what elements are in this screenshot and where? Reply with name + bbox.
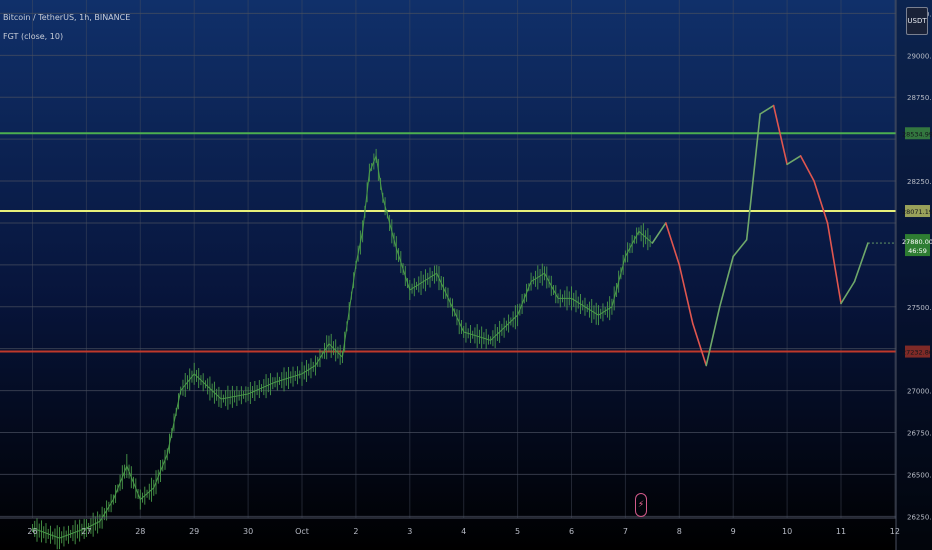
x-tick-label: 8 (677, 527, 682, 536)
last-price-value: 27880.00 (902, 238, 932, 246)
fgt-segment (840, 280, 856, 305)
y-tick-label: 27500.00 (907, 304, 932, 312)
indicator-title[interactable]: FGT (close, 10) (3, 32, 64, 41)
x-tick-label: 7 (623, 527, 628, 536)
x-tick-label: 5 (515, 527, 520, 536)
level-label-box (905, 205, 930, 218)
lightning-icon[interactable]: ⚡ (635, 493, 647, 517)
fgt-segment (759, 104, 775, 115)
x-tick-label: 27 (81, 527, 91, 536)
y-tick-label: 28250.00 (907, 178, 932, 186)
fgt-indicator (651, 104, 869, 367)
level-label: 28071.19 (902, 208, 932, 216)
fgt-segment (772, 104, 788, 166)
price-series (32, 148, 653, 550)
x-tick-label: Oct (295, 527, 309, 536)
y-tick-label: 26250.00 (907, 513, 932, 521)
x-tick-label: 10 (782, 527, 792, 536)
fgt-segment (691, 322, 708, 367)
price-line (32, 154, 653, 539)
price-axis[interactable]: 26250.00 26500.00 26750.00 27000.00 27500.00… (895, 0, 932, 550)
x-tick-label: 6 (569, 527, 574, 536)
x-tick-label: 3 (407, 527, 412, 536)
last-price-box (905, 234, 930, 257)
fgt-segment (853, 242, 869, 283)
y-tick-label: 28750.00 (907, 94, 932, 102)
x-tick-label: 28 (135, 527, 145, 536)
y-tick-label: 26750.00 (907, 430, 932, 438)
y-tick-label: 27000.00 (907, 388, 932, 396)
time-axis[interactable]: 26 27 28 29 30 Oct 2 3 4 5 6 7 8 9 10 11 12 (0, 517, 900, 536)
fgt-segment (745, 113, 761, 241)
y-tick-label: 26500.00 (907, 471, 932, 479)
fgt-segment (705, 305, 721, 367)
x-tick-label: 11 (836, 527, 846, 536)
horizontal-levels[interactable]: 28534.99 28071.19 27232.86 (0, 127, 932, 358)
fgt-segment (813, 180, 829, 224)
grid (0, 0, 896, 518)
symbol-title[interactable]: Bitcoin / TetherUS, 1h, BINANCE (3, 13, 131, 22)
x-tick-label: 26 (27, 527, 37, 536)
y-tick-label: 29000.00 (907, 52, 932, 60)
fgt-segment (826, 222, 842, 305)
fgt-segment (799, 155, 815, 182)
currency-unit-button[interactable]: USDT (906, 7, 928, 35)
fgt-segment (732, 238, 748, 258)
x-tick-label: 9 (731, 527, 736, 536)
x-tick-label: 12 (890, 527, 900, 536)
x-tick-label: 30 (243, 527, 253, 536)
x-tick-label: 29 (189, 527, 199, 536)
level-label: 27232.86 (902, 349, 932, 357)
fgt-segment (678, 264, 694, 325)
fgt-segment (718, 255, 735, 308)
countdown-timer: 46:59 (908, 247, 927, 255)
x-tick-label: 2 (353, 527, 358, 536)
price-axis-panel (896, 0, 932, 550)
x-tick-label: 4 (461, 527, 466, 536)
fgt-segment (786, 155, 802, 166)
fgt-segment (651, 222, 667, 244)
level-label-box (905, 127, 930, 140)
level-label-box (905, 345, 930, 358)
fgt-segment (665, 222, 681, 266)
level-label: 28534.99 (902, 130, 932, 138)
